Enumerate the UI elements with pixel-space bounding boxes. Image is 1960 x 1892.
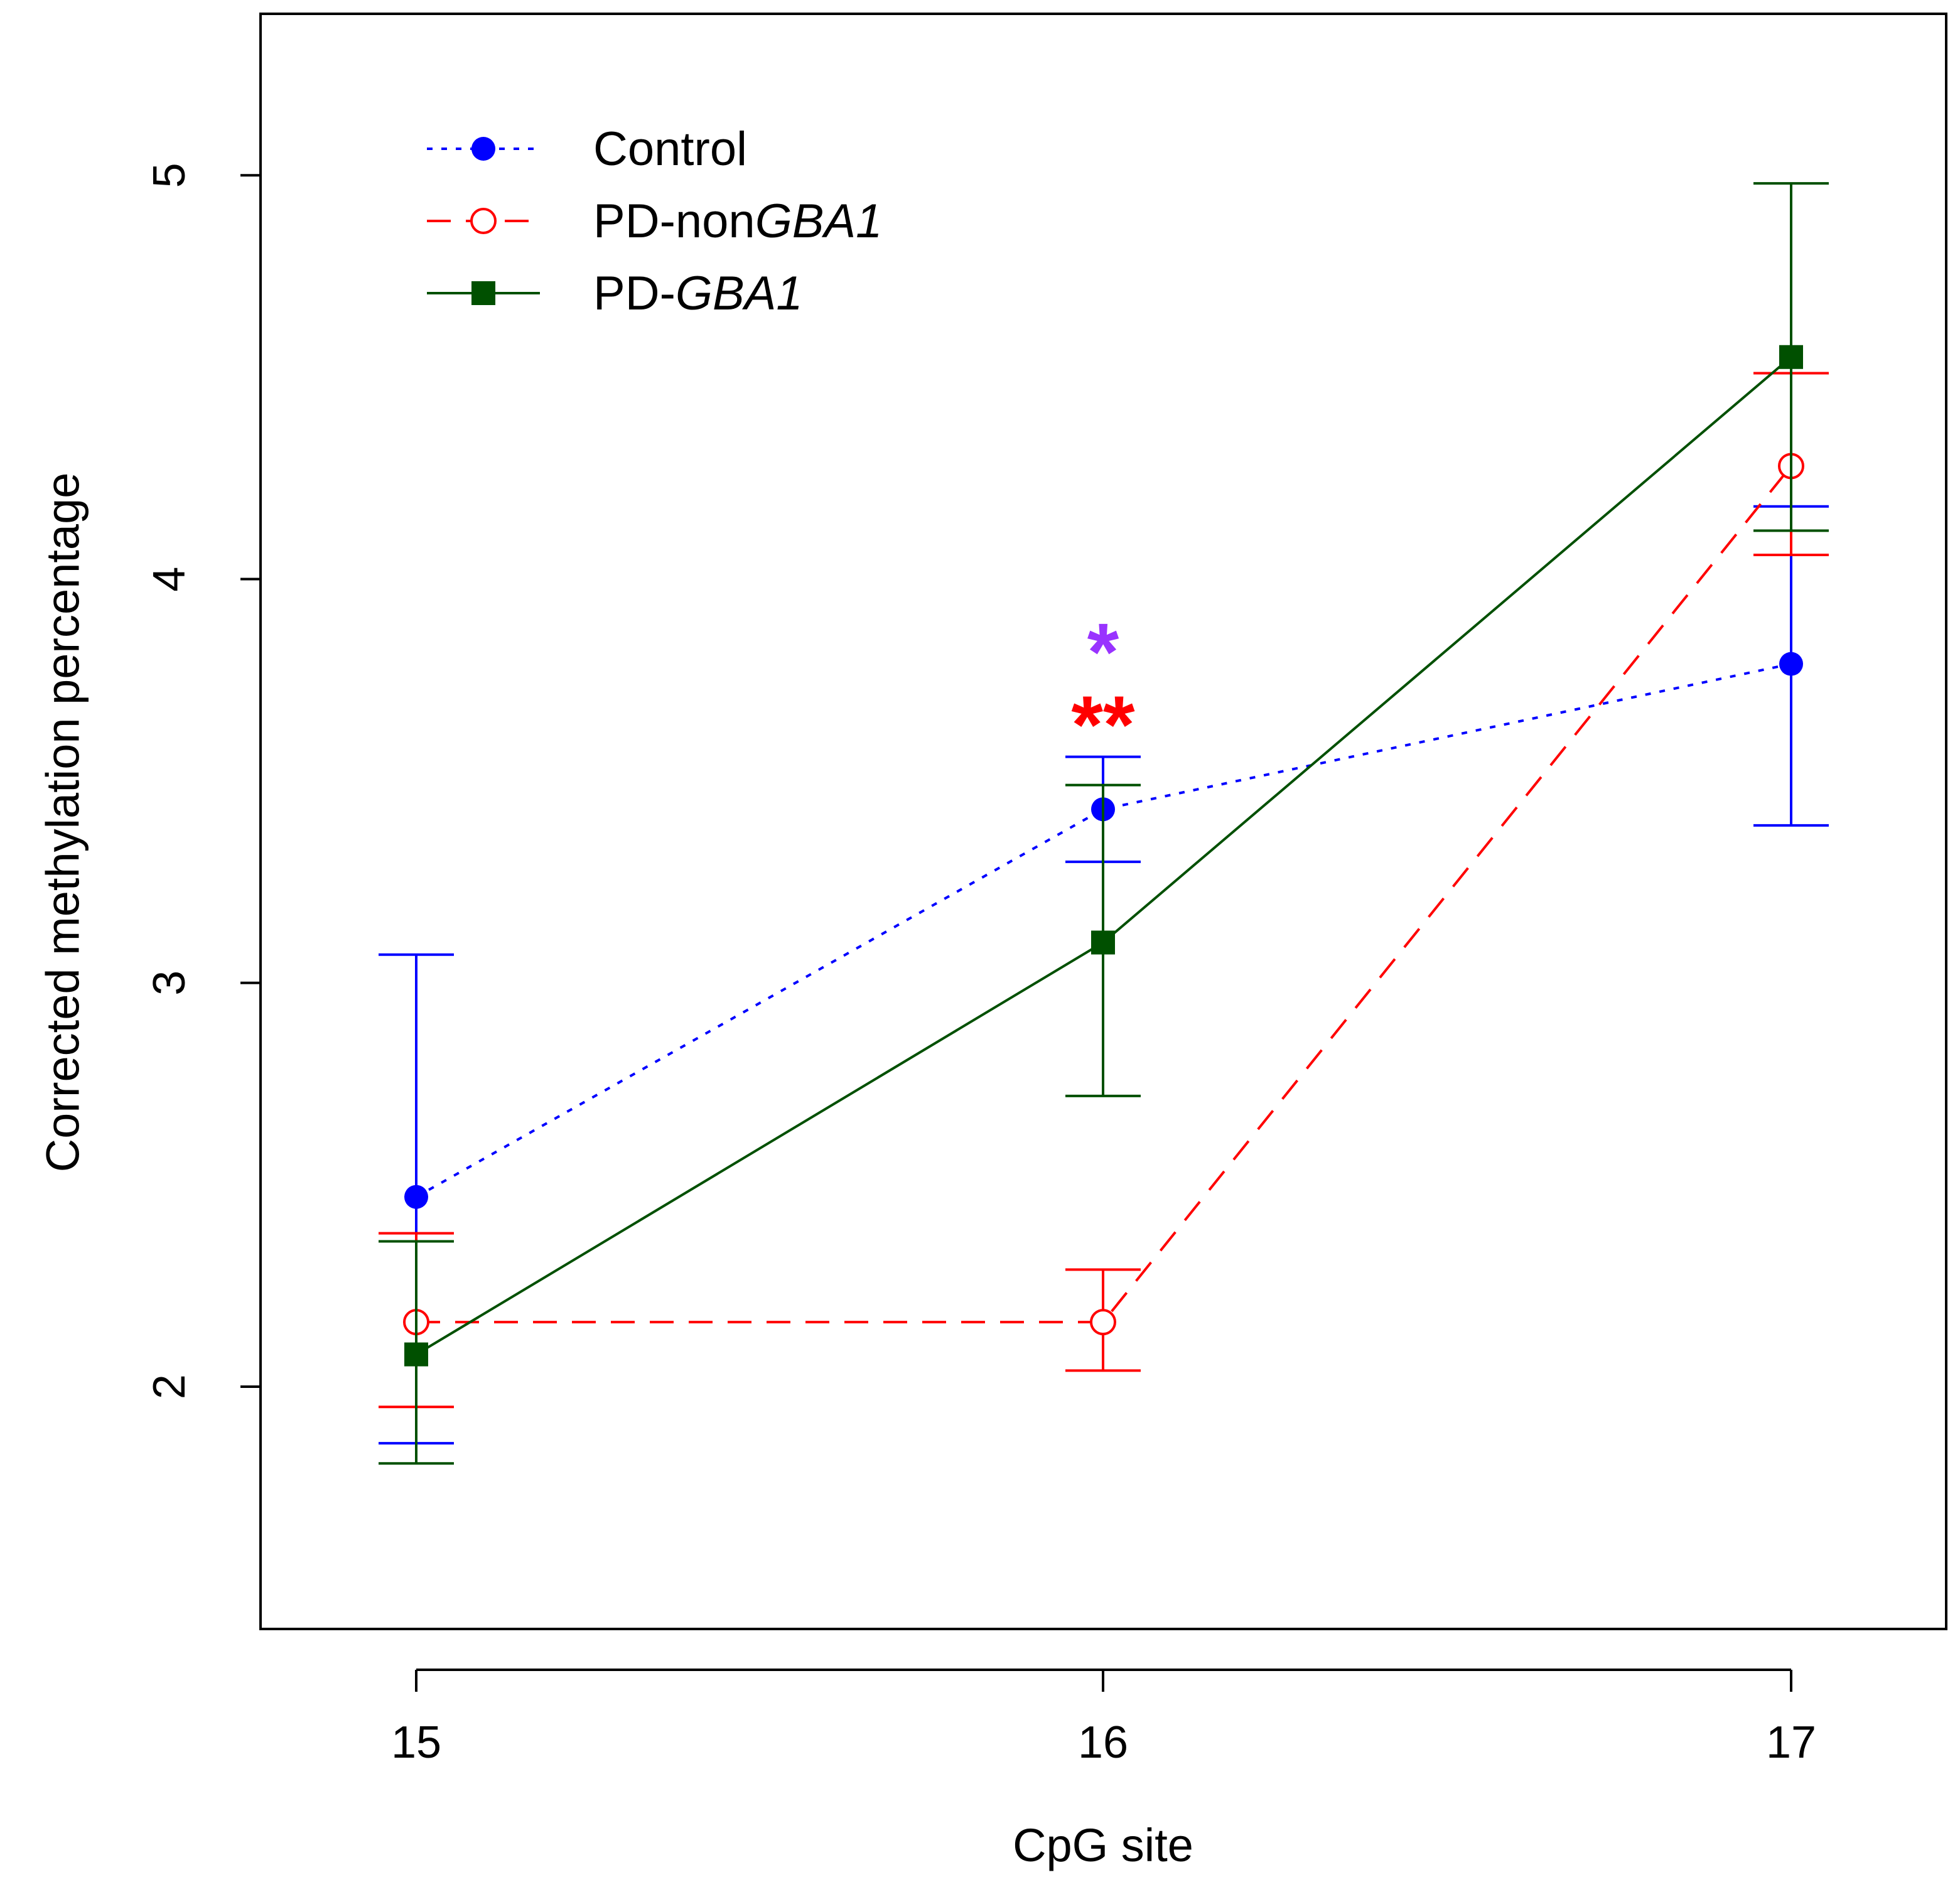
point-pd_nongba1-16 <box>1090 1309 1116 1336</box>
series-line-control <box>416 662 1792 1198</box>
y-tick-label-2: 2 <box>144 1374 195 1399</box>
x-tick-label-16: 16 <box>1078 1717 1128 1768</box>
series-control <box>379 505 1829 1445</box>
point-pd_gba1-17 <box>1779 345 1803 369</box>
y-tick-label-4: 4 <box>144 567 195 592</box>
point-pd_gba1-16 <box>1091 930 1115 955</box>
point-control-15 <box>404 1185 428 1209</box>
x-axis-title: CpG site <box>1013 1819 1193 1871</box>
x-tick-label-15: 15 <box>391 1717 441 1768</box>
series-line-pd_nongba1 <box>416 465 1792 1324</box>
legend-marker-pd_gba1 <box>471 281 495 305</box>
plot-frame <box>259 13 1947 1630</box>
x-tick-label-17: 17 <box>1766 1717 1816 1768</box>
point-control-17 <box>1779 652 1803 676</box>
point-pd_gba1-15 <box>404 1342 428 1367</box>
axes: 2 3 4 5 15 16 17 CpG site Corrected methylation … <box>37 13 1947 1871</box>
legend-label-pd_gba1: PD-GBA1 <box>593 267 803 320</box>
legend-marker-pd_nongba1 <box>470 208 497 234</box>
plot-area: *** <box>379 182 1829 1465</box>
legend-label-pd_nongba1: PD-nonGBA1 <box>593 195 882 248</box>
legend-item-control: Control <box>427 122 747 176</box>
y-axis-title: Corrected methylation percentage <box>37 473 89 1173</box>
legend-item-pd_nongba1: PD-nonGBA1 <box>427 195 882 248</box>
legend-label-control: Control <box>593 122 747 176</box>
legend: Control PD-nonGBA1 PD-GBA1 <box>427 122 882 320</box>
legend-item-pd_gba1: PD-GBA1 <box>427 267 803 320</box>
legend-marker-control <box>471 137 495 161</box>
y-tick-label-3: 3 <box>144 970 195 996</box>
series-pd_gba1 <box>379 182 1829 1465</box>
y-tick-label-5: 5 <box>144 163 195 188</box>
significance-annotation-1: * <box>1087 606 1119 697</box>
significance-annotation-2: ** <box>1071 679 1135 770</box>
